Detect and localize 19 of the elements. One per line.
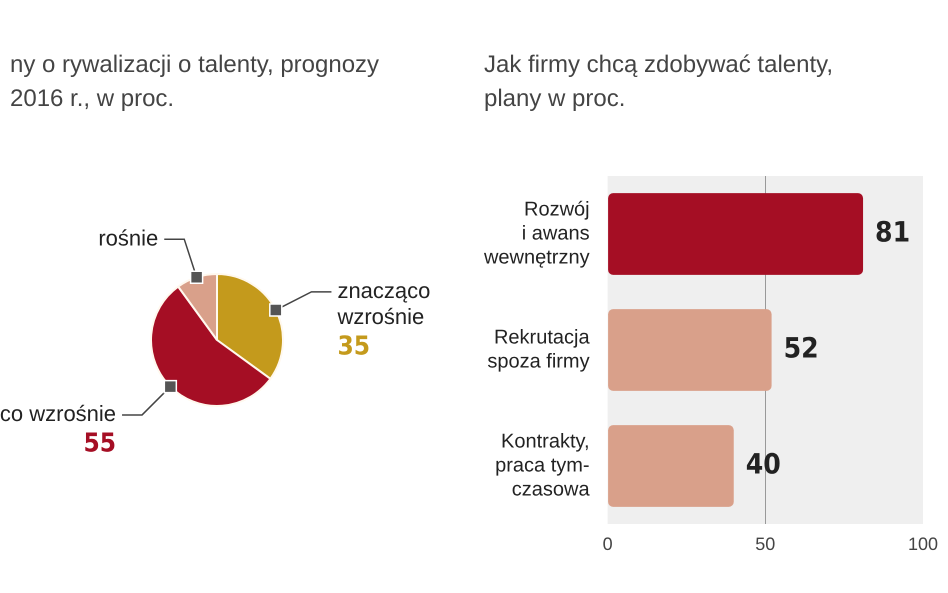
x-tick-label: 0 [602, 534, 613, 554]
slice-label: rośnie [98, 225, 158, 250]
y-tick-label: Rozwój i awans wewnętrzny [482, 198, 590, 269]
data-label: 35 [337, 332, 370, 362]
x-tick-label: 50 [755, 534, 776, 554]
y-tick-label: Rekrutacja spoza firmy [487, 326, 590, 373]
data-label: 40 [746, 447, 781, 480]
data-label: 81 [875, 215, 910, 248]
chart-title: ny o rywalizacji o talenty, prognozy 2016 r., w proc. [10, 50, 380, 114]
y-tick-label: Kontrakty, praca tym- czasowa [495, 430, 590, 501]
bar [608, 309, 772, 391]
bar [608, 193, 864, 275]
slice-label: znacząco wzrośnie [336, 278, 430, 329]
x-tick-label: 100 [908, 534, 938, 554]
chart-title: Jak firmy chcą zdobywać talenty, plany w proc. [484, 50, 834, 114]
slice-label: co wzrośnie [0, 401, 116, 426]
data-label: 55 [83, 428, 116, 459]
bar [608, 425, 734, 507]
data-label: 52 [784, 331, 819, 364]
